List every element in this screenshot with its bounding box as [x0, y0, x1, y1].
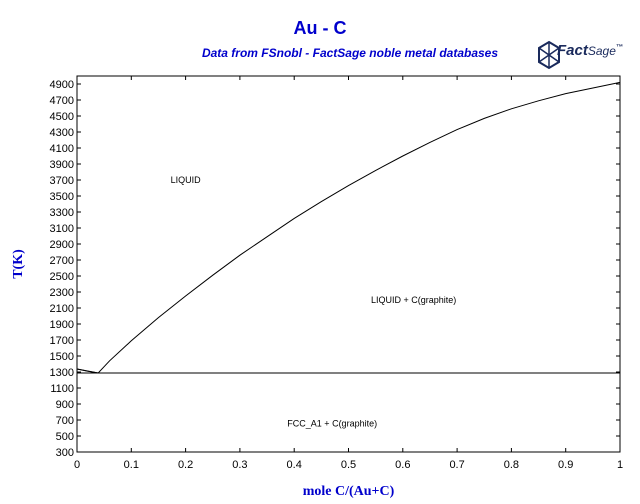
factsage-logo-text: FactSage™ [557, 42, 623, 59]
x-tick-label: 0.1 [124, 459, 139, 471]
series-layer [76, 81, 621, 374]
y-tick-label: 700 [56, 415, 74, 427]
x-tick-label: 0.5 [341, 459, 356, 471]
x-tick-label: 0.2 [178, 459, 193, 471]
y-tick-label: 1300 [50, 367, 74, 379]
chart-subtitle: Data from FSnobl - FactSage noble metal … [201, 46, 499, 60]
y-tick-label: 3300 [50, 207, 74, 219]
phase-boundary-line-1 [76, 81, 621, 374]
y-tick-label: 4700 [50, 95, 74, 107]
y-tick-label: 2100 [50, 303, 74, 315]
y-tick-label: 1700 [50, 335, 74, 347]
region-label: FCC_A1 + C(graphite) [287, 418, 377, 428]
x-tick-label: 0.8 [504, 459, 519, 471]
y-axis-ticks: 300 500 700 900 1100 1300 1500 1700 1900 2100 2300… [50, 79, 620, 459]
logo-text-fact: Fact [557, 42, 588, 59]
factsage-logo-icon [538, 40, 560, 70]
x-axis-ticks: 0 0.1 0.2 0.3 0.4 0.5 0.6 0.7 0.8 0.9 1 [74, 76, 623, 471]
y-tick-label: 4900 [50, 79, 74, 91]
y-tick-label: 300 [56, 447, 74, 459]
y-tick-label: 1500 [50, 351, 74, 363]
y-axis-label: T(K) [11, 249, 26, 279]
y-tick-label: 2700 [50, 255, 74, 267]
y-tick-label: 3900 [50, 159, 74, 171]
x-axis-label: mole C/(Au+C) [303, 484, 395, 499]
y-tick-label: 4100 [50, 143, 74, 155]
x-tick-label: 1 [617, 459, 623, 471]
phase-boundary-line-2 [76, 368, 99, 374]
factsage-logo: FactSage™ [537, 40, 629, 72]
x-tick-label: 0.7 [449, 459, 464, 471]
logo-text-sage: Sage [587, 44, 616, 58]
y-tick-label: 3700 [50, 175, 74, 187]
region-label: LIQUID [171, 175, 202, 185]
logo-trademark: ™ [615, 44, 623, 51]
chart-title: Au - C [293, 18, 347, 38]
x-tick-label: 0.6 [395, 459, 410, 471]
y-tick-label: 1900 [50, 319, 74, 331]
y-tick-label: 4500 [50, 111, 74, 123]
y-tick-label: 2300 [50, 287, 74, 299]
y-tick-label: 500 [56, 431, 74, 443]
y-tick-label: 900 [56, 399, 74, 411]
y-tick-label: 2500 [50, 271, 74, 283]
x-tick-label: 0.9 [558, 459, 573, 471]
x-tick-label: 0 [74, 459, 80, 471]
y-tick-label: 3100 [50, 223, 74, 235]
y-tick-label: 2900 [50, 239, 74, 251]
y-tick-label: 4300 [50, 127, 74, 139]
plot-frame [76, 75, 621, 453]
annotation-layer: LIQUID LIQUID + C(graphite) FCC_A1 + C(gra… [171, 175, 457, 428]
y-tick-label: 1100 [50, 383, 74, 395]
region-label: LIQUID + C(graphite) [371, 295, 456, 305]
y-tick-label: 3500 [50, 191, 74, 203]
x-tick-label: 0.4 [287, 459, 302, 471]
x-tick-label: 0.3 [232, 459, 247, 471]
